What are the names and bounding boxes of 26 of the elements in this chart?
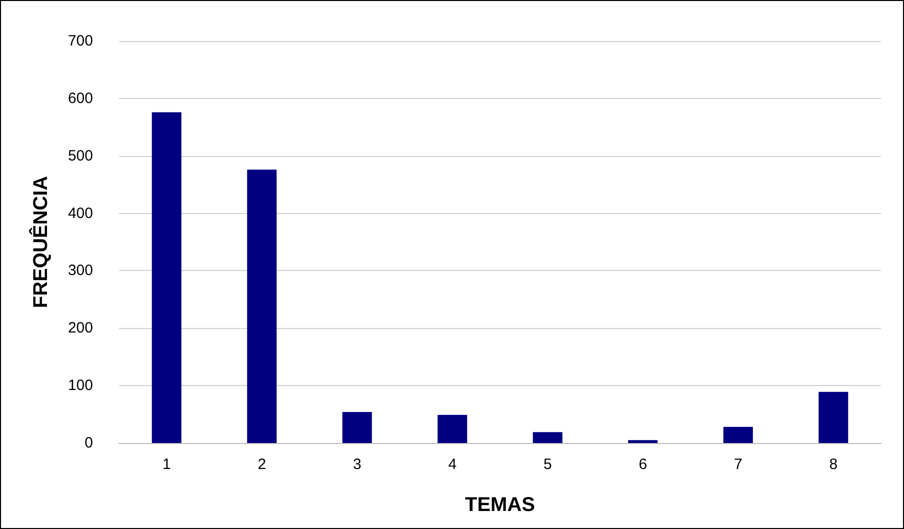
bar bbox=[723, 426, 753, 443]
y-tick-label: 500 bbox=[68, 147, 93, 164]
y-tick-label: 100 bbox=[68, 377, 93, 394]
y-tick-label: 600 bbox=[68, 90, 93, 107]
x-tick-label: 2 bbox=[258, 456, 266, 473]
bar bbox=[628, 440, 658, 443]
x-tick-label: 5 bbox=[543, 456, 552, 473]
y-tick-label: 0 bbox=[84, 434, 93, 452]
bar bbox=[532, 432, 562, 443]
x-tick-label: 8 bbox=[829, 456, 838, 473]
x-tick-label: 7 bbox=[734, 456, 742, 473]
x-tick-label: 4 bbox=[448, 456, 457, 473]
bar bbox=[342, 412, 372, 443]
bar bbox=[247, 170, 277, 443]
x-tick-label: 6 bbox=[638, 456, 648, 473]
y-tick-label: 200 bbox=[68, 320, 93, 337]
x-tick-label: 1 bbox=[162, 456, 171, 473]
y-tick-label: 400 bbox=[68, 204, 93, 222]
y-tick-label: 300 bbox=[68, 262, 93, 280]
y-axis-title: FREQUÊNCIA bbox=[29, 176, 52, 308]
bar bbox=[818, 392, 848, 443]
bar bbox=[438, 414, 468, 443]
bar bbox=[152, 112, 182, 443]
x-tick-label: 3 bbox=[352, 456, 362, 473]
y-tick-label: 700 bbox=[68, 32, 93, 50]
x-axis-title: TEMAS bbox=[465, 494, 535, 516]
